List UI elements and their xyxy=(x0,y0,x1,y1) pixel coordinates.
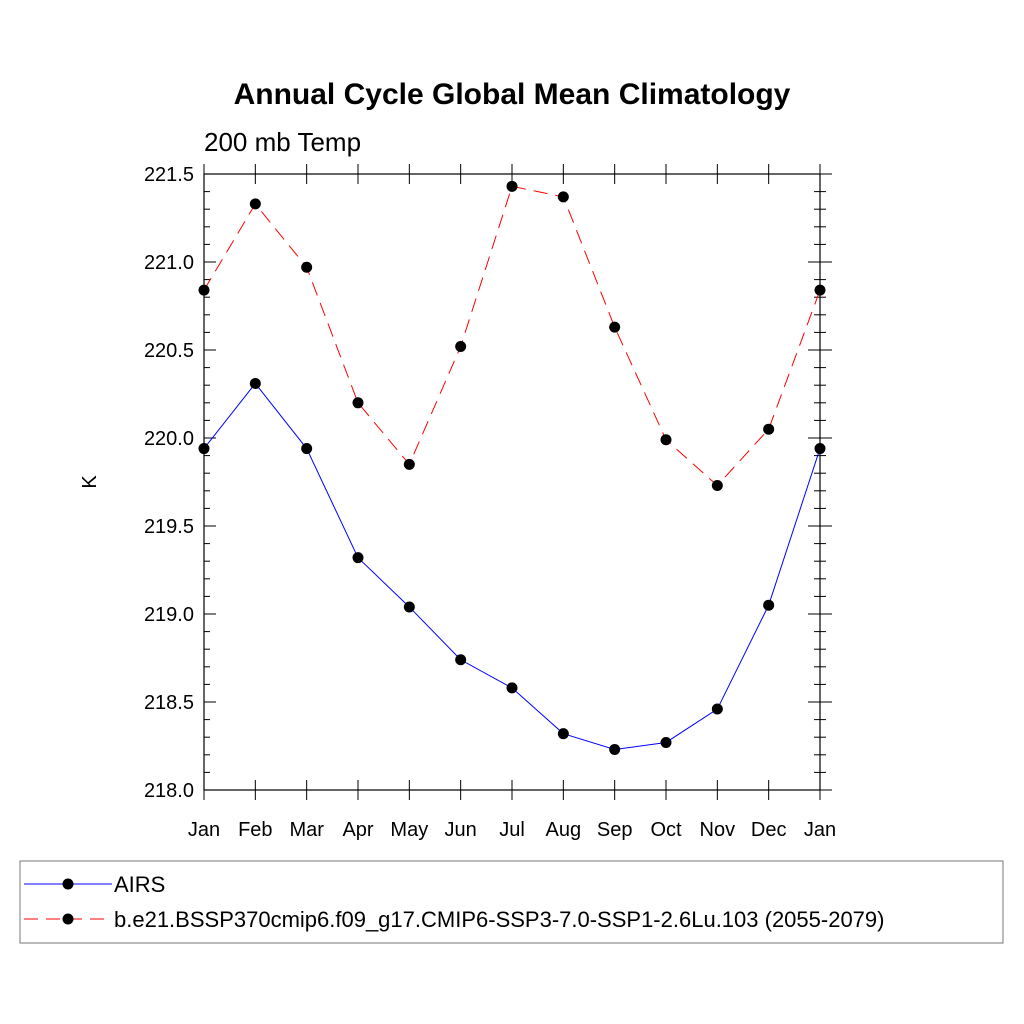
x-tick-label: Feb xyxy=(238,819,272,841)
y-tick-label: 220.0 xyxy=(144,428,194,450)
x-tick-label: Nov xyxy=(700,819,736,841)
x-tick-label: Sep xyxy=(597,819,633,841)
x-tick-label: Apr xyxy=(342,819,373,841)
data-point-series-0 xyxy=(506,682,518,694)
y-tick-label: 219.5 xyxy=(144,516,194,538)
y-tick-label: 218.0 xyxy=(144,780,194,802)
data-point-series-0 xyxy=(609,744,621,756)
data-point-series-1 xyxy=(249,198,261,210)
x-tick-label: Jun xyxy=(445,819,477,841)
y-tick-label: 221.0 xyxy=(144,252,194,274)
data-point-series-0 xyxy=(301,443,313,455)
legend-label-1: b.e21.BSSP370cmip6.f09_g17.CMIP6-SSP3-7.… xyxy=(114,907,884,932)
data-point-series-1 xyxy=(352,397,364,409)
data-point-series-1 xyxy=(557,191,569,203)
chart-title: Annual Cycle Global Mean Climatology xyxy=(234,78,791,111)
legend-marker-1 xyxy=(62,913,74,925)
data-point-series-0 xyxy=(557,728,569,740)
data-point-series-0 xyxy=(403,601,415,613)
plot-frame xyxy=(203,173,821,791)
legend-label-0: AIRS xyxy=(114,872,165,897)
data-point-series-0 xyxy=(249,377,261,389)
x-tick-label: Mar xyxy=(289,819,324,841)
x-tick-labels: Jan Feb Mar Apr May Jun Jul Aug Sep Oct Nov Dec Jan xyxy=(188,819,836,841)
x-tick-label: Jan xyxy=(188,819,220,841)
x-tick-label: Dec xyxy=(751,819,787,841)
x-tick-label: Jul xyxy=(499,819,525,841)
data-point-series-0 xyxy=(660,736,672,748)
legend: AIRS b.e21.BSSP370cmip6.f09_g17.CMIP6-SSP… xyxy=(24,872,884,932)
data-point-series-1 xyxy=(403,458,415,470)
data-point-series-1 xyxy=(609,321,621,333)
x-tick-label: Jan xyxy=(804,819,836,841)
data-point-series-1 xyxy=(660,434,672,446)
y-tick-label: 221.5 xyxy=(144,164,194,186)
data-point-series-0 xyxy=(711,703,723,715)
data-point-series-0 xyxy=(352,552,364,564)
x-tick-label: Aug xyxy=(546,819,582,841)
y-tick-label: 220.5 xyxy=(144,340,194,362)
legend-marker-0 xyxy=(62,878,74,890)
data-point-series-1 xyxy=(455,340,467,352)
data-point-series-1 xyxy=(763,423,775,435)
data-point-series-1 xyxy=(506,180,518,192)
data-point-series-0 xyxy=(763,599,775,611)
x-tick-label: May xyxy=(390,819,428,841)
y-tick-labels: 218.0 218.5 219.0 219.5 220.0 220.5 221.0 221.5 xyxy=(144,164,194,802)
axis-ticks xyxy=(203,164,832,800)
y-tick-label: 219.0 xyxy=(144,604,194,626)
data-point-series-0 xyxy=(455,654,467,666)
x-tick-label: Oct xyxy=(650,819,682,841)
series-layer xyxy=(198,180,826,756)
data-point-series-1 xyxy=(301,261,313,273)
y-tick-label: 218.5 xyxy=(144,692,194,714)
chart-subtitle: 200 mb Temp xyxy=(204,127,361,157)
legend-box xyxy=(19,860,1004,944)
y-axis-label: K xyxy=(79,475,101,489)
data-point-series-1 xyxy=(711,480,723,492)
